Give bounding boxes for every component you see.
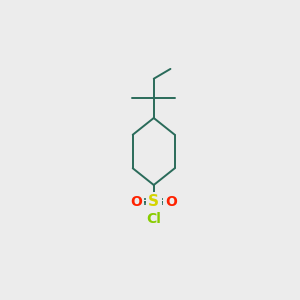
Text: S: S <box>148 194 159 209</box>
Text: Cl: Cl <box>146 212 161 226</box>
Text: O: O <box>130 195 142 209</box>
Text: O: O <box>165 195 177 209</box>
